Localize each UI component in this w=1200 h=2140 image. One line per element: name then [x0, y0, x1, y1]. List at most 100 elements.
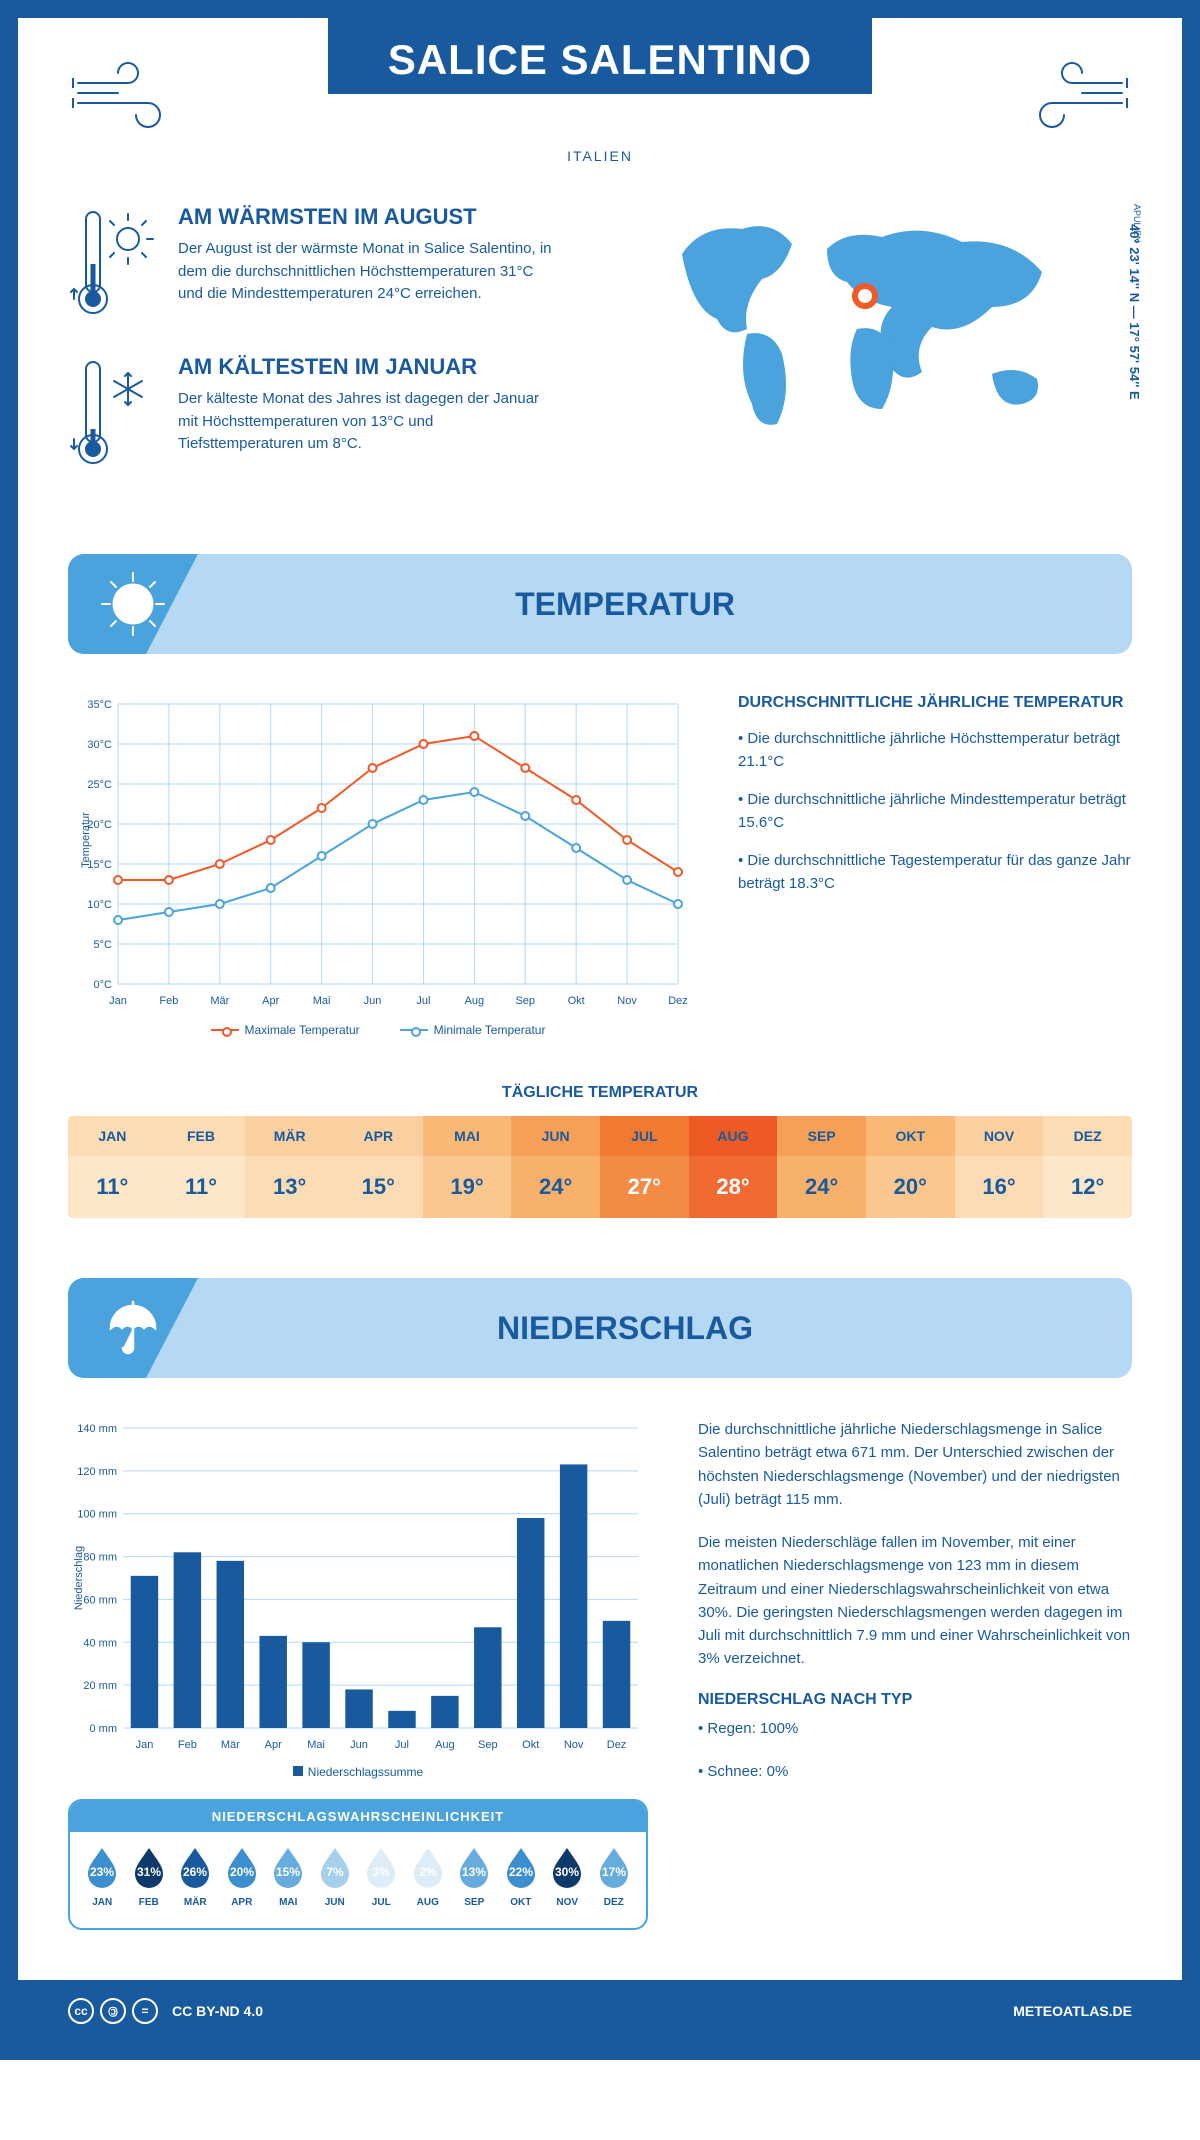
tt-head: MAI [423, 1116, 512, 1156]
svg-text:Feb: Feb [159, 995, 178, 1007]
thermometer-sun-icon [68, 204, 158, 324]
svg-text:Okt: Okt [522, 1739, 539, 1751]
tt-head: SEP [777, 1116, 866, 1156]
svg-text:2%: 2% [419, 1865, 437, 1879]
umbrella-corner-icon [68, 1278, 198, 1378]
country-subtitle: ITALIEN [68, 148, 1132, 164]
fact-warmest: AM WÄRMSTEN IM AUGUST Der August ist der… [68, 204, 612, 324]
raindrop-icon: 7% [317, 1846, 353, 1888]
svg-text:Dez: Dez [607, 1739, 627, 1751]
temp-chart-svg: 0°C5°C10°C15°C20°C25°C30°C35°CJanFebMärA… [68, 694, 688, 1014]
temperature-body: Temperatur 0°C5°C10°C15°C20°C25°C30°C35°… [68, 694, 1132, 1054]
tt-head: FEB [157, 1116, 246, 1156]
raindrop-icon: 2% [410, 1846, 446, 1888]
temp-bullet-1: • Die durchschnittliche jährliche Mindes… [738, 789, 1132, 834]
drop-cell: 31% FEB [127, 1846, 172, 1908]
temp-bullet-0: • Die durchschnittliche jährliche Höchst… [738, 728, 1132, 773]
tt-val: 28° [689, 1156, 778, 1218]
raindrop-icon: 3% [363, 1846, 399, 1888]
section-head-precipitation: NIEDERSCHLAG [68, 1278, 1132, 1378]
daily-temperature-table: JANFEBMÄRAPRMAIJUNJULAUGSEPOKTNOVDEZ11°1… [68, 1116, 1132, 1218]
tt-head: JUL [600, 1116, 689, 1156]
svg-text:80 mm: 80 mm [83, 1552, 117, 1564]
svg-text:26%: 26% [183, 1865, 207, 1879]
coordinates-label: 40° 23' 14'' N — 17° 57' 54'' E [1127, 224, 1142, 400]
drop-cell: 13% SEP [452, 1846, 497, 1908]
tt-val: 11° [68, 1156, 157, 1218]
world-map-wrap: APULIEN 40° 23' 14'' N — 17° 57' 54'' E [652, 204, 1132, 504]
prob-title: NIEDERSCHLAGSWAHRSCHEINLICHKEIT [70, 1801, 646, 1832]
svg-text:Mai: Mai [313, 995, 331, 1007]
svg-text:0°C: 0°C [94, 979, 113, 991]
tt-val: 24° [777, 1156, 866, 1218]
tt-val: 16° [955, 1156, 1044, 1218]
svg-text:Aug: Aug [435, 1739, 455, 1751]
drop-cell: 22% OKT [499, 1846, 544, 1908]
drop-cell: 2% AUG [406, 1846, 451, 1908]
wind-icon-left [68, 58, 208, 138]
svg-text:15%: 15% [276, 1865, 300, 1879]
precipitation-title: NIEDERSCHLAG [198, 1310, 1052, 1347]
svg-text:Jan: Jan [109, 995, 127, 1007]
svg-text:Jul: Jul [416, 995, 430, 1007]
fact-warm-text: Der August ist der wärmste Monat in Sali… [178, 238, 558, 306]
fact-cold-title: AM KÄLTESTEN IM JANUAR [178, 354, 558, 380]
raindrop-icon: 26% [177, 1846, 213, 1888]
tt-head: JUN [511, 1116, 600, 1156]
temp-bullet-2: • Die durchschnittliche Tagestemperatur … [738, 850, 1132, 895]
drop-cell: 17% DEZ [592, 1846, 637, 1908]
svg-text:Sep: Sep [478, 1739, 498, 1751]
precip-type-title: NIEDERSCHLAG NACH TYP [698, 1691, 1132, 1709]
drop-cell: 7% JUN [313, 1846, 358, 1908]
svg-text:Jun: Jun [350, 1739, 368, 1751]
tt-head: MÄR [245, 1116, 334, 1156]
cc-icon: cc [68, 1998, 94, 2024]
svg-text:Dez: Dez [668, 995, 688, 1007]
daily-temp-title: TÄGLICHE TEMPERATUR [68, 1084, 1132, 1102]
svg-text:7%: 7% [326, 1865, 344, 1879]
svg-text:Apr: Apr [265, 1739, 282, 1751]
drop-cell: 26% MÄR [173, 1846, 218, 1908]
tt-val: 27° [600, 1156, 689, 1218]
precip-bar-chart: 0 mm20 mm40 mm60 mm80 mm100 mm120 mm140 … [68, 1418, 648, 1758]
tt-val: 13° [245, 1156, 334, 1218]
title-banner: SALICE SALENTINO [328, 18, 872, 94]
svg-text:13%: 13% [462, 1865, 486, 1879]
svg-text:Mär: Mär [221, 1739, 240, 1751]
section-head-temperature: TEMPERATUR [68, 554, 1132, 654]
svg-text:Feb: Feb [178, 1739, 197, 1751]
svg-text:3%: 3% [373, 1865, 391, 1879]
raindrop-icon: 23% [84, 1846, 120, 1888]
svg-text:Sep: Sep [515, 995, 535, 1007]
tt-head: APR [334, 1116, 423, 1156]
sun-corner-icon [68, 554, 198, 654]
svg-text:25°C: 25°C [87, 779, 112, 791]
precipitation-body: 0 mm20 mm40 mm60 mm80 mm100 mm120 mm140 … [68, 1418, 1132, 1930]
svg-text:100 mm: 100 mm [77, 1509, 117, 1521]
svg-text:0 mm: 0 mm [90, 1723, 118, 1735]
svg-text:23%: 23% [90, 1865, 114, 1879]
precip-type-0: • Regen: 100% [698, 1717, 1132, 1740]
svg-text:20 mm: 20 mm [83, 1680, 117, 1692]
tt-val: 15° [334, 1156, 423, 1218]
legend-min: Minimale Temperatur [400, 1023, 546, 1037]
tt-head: NOV [955, 1116, 1044, 1156]
thermometer-snow-icon [68, 354, 158, 474]
svg-text:Jul: Jul [395, 1739, 409, 1751]
world-map-icon [652, 204, 1072, 444]
drop-cell: 3% JUL [359, 1846, 404, 1908]
drop-cell: 23% JAN [80, 1846, 125, 1908]
precipitation-text: Die durchschnittliche jährliche Niedersc… [698, 1418, 1132, 1930]
svg-text:30°C: 30°C [87, 739, 112, 751]
tt-head: OKT [866, 1116, 955, 1156]
svg-text:Mär: Mär [210, 995, 229, 1007]
temp-ylabel: Temperatur [80, 812, 92, 868]
svg-text:31%: 31% [137, 1865, 161, 1879]
temperature-title: TEMPERATUR [198, 586, 1052, 623]
svg-text:Mai: Mai [307, 1739, 325, 1751]
facts-column: AM WÄRMSTEN IM AUGUST Der August ist der… [68, 204, 612, 504]
svg-text:Nov: Nov [617, 995, 637, 1007]
svg-text:60 mm: 60 mm [83, 1594, 117, 1606]
raindrop-icon: 30% [549, 1846, 585, 1888]
footer: cc 🄯 = CC BY-ND 4.0 METEOATLAS.DE [18, 1980, 1182, 2042]
